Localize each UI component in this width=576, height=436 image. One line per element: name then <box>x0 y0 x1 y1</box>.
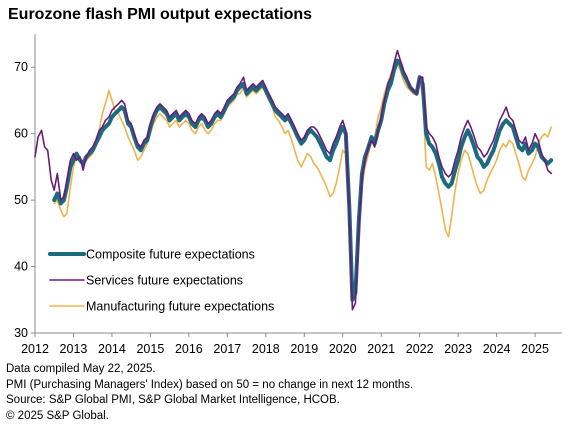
y-tick-label: 40 <box>14 260 28 274</box>
x-tick-label: 2012 <box>21 342 49 356</box>
x-tick-label: 2016 <box>175 342 203 356</box>
y-axis: 30 40 50 60 70 <box>14 60 35 340</box>
series-lines <box>34 49 554 311</box>
y-tick-label: 50 <box>14 193 28 207</box>
x-tick-label: 2025 <box>521 342 549 356</box>
x-tick-label: 2019 <box>290 342 318 356</box>
x-axis: 2012 2013 2014 2015 2016 2017 2018 2019 2020 2021… <box>21 333 549 356</box>
series-line <box>52 58 554 302</box>
series-line <box>34 49 552 311</box>
x-tick-label: 2021 <box>367 342 395 356</box>
x-tick-label: 2017 <box>213 342 241 356</box>
y-tick-label: 60 <box>14 127 28 141</box>
footer-copyright: © 2025 S&P Global. <box>6 409 109 422</box>
x-tick-label: 2018 <box>252 342 280 356</box>
series-line <box>53 63 552 288</box>
chart-title: Eurozone flash PMI output expectations <box>8 6 313 23</box>
legend-label: Composite future expectations <box>86 248 255 262</box>
x-tick-label: 2015 <box>136 342 164 356</box>
legend-label: Manufacturing future expectations <box>86 300 274 314</box>
chart-footer: Data compiled May 22, 2025. PMI (Purchas… <box>6 362 413 424</box>
x-tick-label: 2024 <box>483 342 511 356</box>
x-tick-label: 2013 <box>60 342 88 356</box>
y-tick-label: 30 <box>14 326 28 340</box>
x-tick-label: 2022 <box>406 342 434 356</box>
footer-pmi-note: PMI (Purchasing Managers' Index) based o… <box>6 378 414 391</box>
legend-label: Services future expectations <box>86 274 243 288</box>
x-tick-label: 2020 <box>329 342 357 356</box>
x-tick-label: 2014 <box>98 342 126 356</box>
y-tick-label: 70 <box>14 60 28 74</box>
footer-compiled-note: Data compiled May 22, 2025. <box>6 363 156 375</box>
x-tick-label: 2023 <box>444 342 472 356</box>
plot-frame <box>34 34 562 334</box>
footer-source-note: Source: S&P Global PMI, S&P Global Marke… <box>6 394 340 406</box>
legend: Composite future expectations Services fu… <box>48 248 274 314</box>
